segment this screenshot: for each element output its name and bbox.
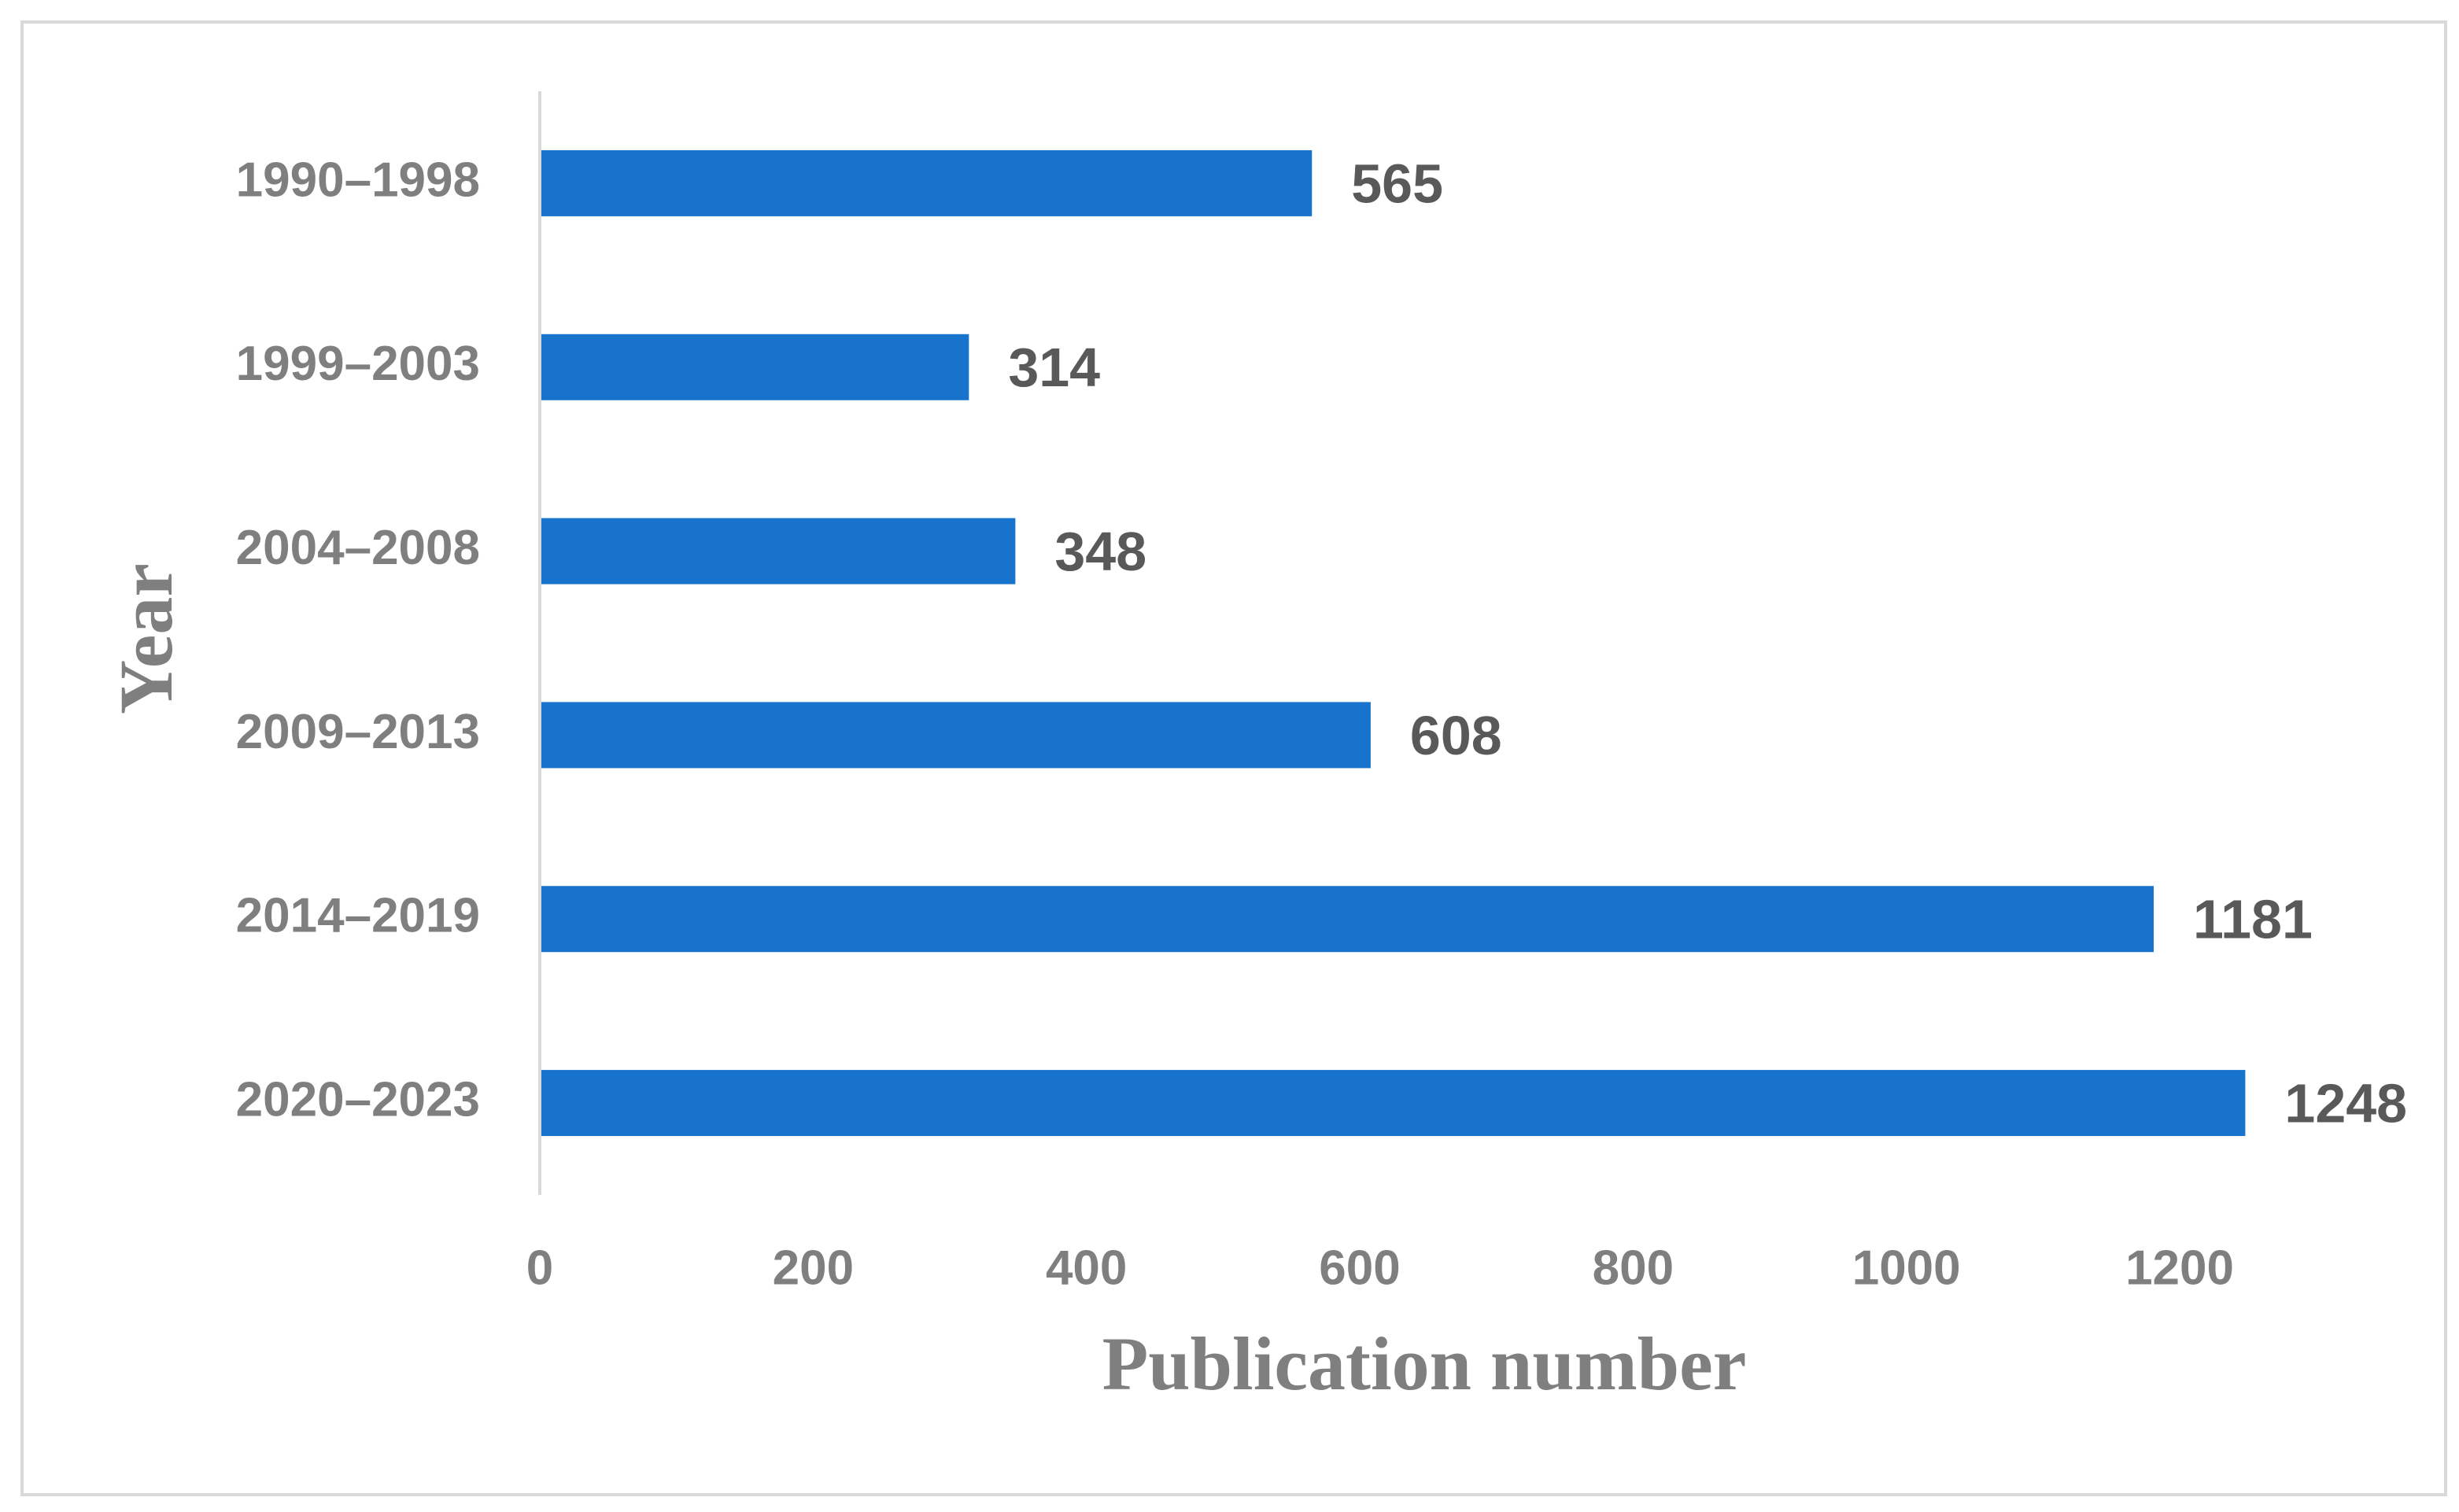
y-tick-label: 2014–2019 (236, 889, 480, 943)
x-tick-label: 1200 (2125, 1241, 2234, 1295)
bar (540, 886, 2154, 953)
y-tick-label: 1999–2003 (236, 337, 480, 391)
y-tick-label: 1990–1998 (236, 153, 480, 207)
bar (540, 334, 969, 400)
x-tick-label: 1000 (1852, 1241, 1961, 1295)
value-label: 348 (1054, 521, 1146, 582)
bar (540, 518, 1016, 585)
y-tick-label: 2004–2008 (236, 521, 480, 575)
x-tick-label: 600 (1319, 1241, 1400, 1295)
y-tick-label: 2020–2023 (236, 1072, 480, 1127)
value-label: 565 (1351, 153, 1443, 214)
x-tick-label: 0 (526, 1241, 553, 1295)
value-label: 1181 (2193, 889, 2313, 950)
value-label: 1248 (2284, 1073, 2407, 1134)
value-label: 608 (1410, 705, 1502, 766)
x-tick-label: 200 (773, 1241, 854, 1295)
bar (540, 1070, 2246, 1137)
value-label: 314 (1008, 337, 1100, 398)
y-tick-label: 2009–2013 (236, 705, 480, 759)
x-tick-label: 800 (1593, 1241, 1674, 1295)
bar (540, 702, 1371, 769)
x-axis-title: Publication number (1102, 1322, 1747, 1406)
x-tick-label: 400 (1046, 1241, 1127, 1295)
y-axis-title: Year (104, 563, 188, 714)
bar (540, 149, 1313, 216)
